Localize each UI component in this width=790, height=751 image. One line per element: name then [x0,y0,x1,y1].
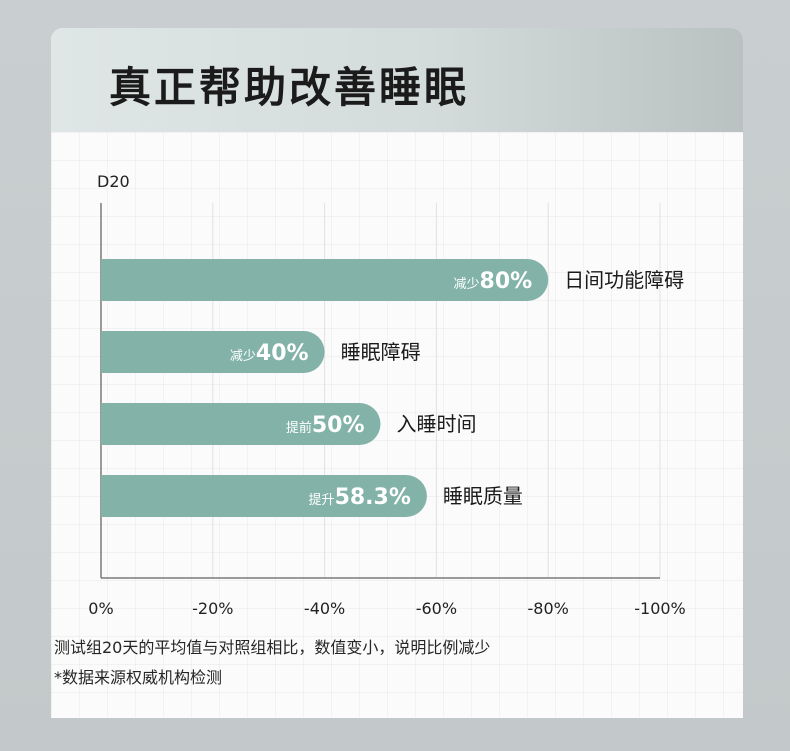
category-label: 睡眠障碍 [341,340,421,364]
x-tick-label: 0% [88,599,113,618]
bar-value-label: 减少80% [454,269,533,294]
bar-value-label: 提前50% [286,413,365,438]
x-tick-label: -100% [634,599,686,618]
footnote-comparison: 测试组20天的平均值与对照组相比，数值变小，说明比例减少 [54,638,491,657]
bar-value-label: 提升58.3% [309,485,411,510]
page-title: 真正帮助改善睡眠 [109,63,470,112]
bar-2 [101,331,325,373]
category-label: 睡眠质量 [443,484,523,508]
footnote-source: *数据来源权威机构检测 [54,668,223,687]
series-label: D20 [97,172,130,191]
header-band: 真正帮助改善睡眠 [51,28,743,132]
category-label: 日间功能障碍 [564,268,684,292]
bar-4 [101,475,427,517]
bar-1 [101,259,549,301]
x-tick-label: -60% [416,599,457,618]
bar-3 [101,403,381,445]
bar-value-label: 减少40% [230,341,309,366]
chart-card: 真正帮助改善睡眠 [51,28,743,718]
x-tick-label: -80% [528,599,569,618]
category-label: 入睡时间 [397,412,477,436]
x-tick-label: -40% [304,599,345,618]
x-tick-label: -20% [192,599,233,618]
